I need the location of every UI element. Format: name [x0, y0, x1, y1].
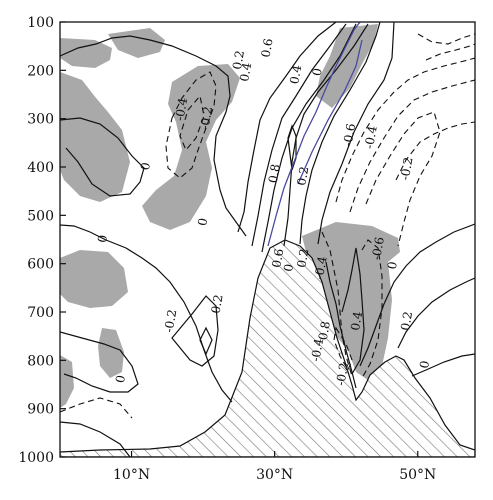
y-tick-label: 1000 [18, 450, 54, 466]
contour-labels: 0.20.40.60.4 0-0.4 -0.20 0.8 0.2-0.6 -0.4-0.2… [95, 37, 432, 386]
contour-label: 0 [310, 67, 325, 77]
shaded-regions [60, 24, 400, 408]
shaded-region [302, 222, 400, 380]
contour-line [60, 117, 145, 197]
contour-label: 0.8 [266, 163, 283, 184]
x-tick-label: 10°N [113, 467, 150, 483]
contour-line [317, 22, 395, 245]
contour-label: -0.2 [197, 105, 215, 130]
contour-label: -0.4 [308, 337, 326, 363]
contour-line [359, 223, 475, 367]
shaded-region [60, 250, 128, 308]
contour-line [299, 22, 381, 245]
contour-label: 0.2 [294, 248, 311, 269]
contour-label: 0.2 [209, 293, 226, 314]
y-tick-label: 400 [27, 160, 54, 176]
contour-label: 0 [113, 374, 128, 384]
contour-line [321, 231, 353, 377]
contour-label: 0 [195, 217, 210, 227]
contour-line [397, 277, 475, 349]
contour-line [283, 23, 369, 247]
contour-line [60, 35, 247, 237]
x-axis: 10°N 30°N 50°N [113, 451, 436, 483]
contour-line [60, 224, 233, 403]
contour-label: 0 [417, 359, 432, 369]
plot-frame [59, 21, 476, 458]
contour-line [171, 295, 219, 367]
contour-line [395, 121, 475, 181]
contour-line [60, 421, 131, 457]
y-tick-label: 900 [27, 402, 54, 418]
solid-contours [60, 22, 475, 457]
y-axis: 100 200 300 400 500 600 700 800 900 1000 [18, 15, 66, 466]
contour-label: -0.6 [341, 122, 359, 147]
contour-label: 0 [385, 260, 400, 270]
contour-line [287, 124, 297, 171]
y-tick-label: 500 [27, 208, 54, 224]
contour-line [341, 247, 365, 375]
contour-line [261, 23, 357, 253]
y-tick-label: 200 [27, 63, 54, 79]
contour-label: 0.2 [294, 165, 311, 186]
y-tick-label: 100 [27, 15, 54, 31]
contour-line [349, 79, 475, 213]
contour-label: 0 [138, 161, 153, 171]
shaded-region [142, 64, 240, 230]
contour-line [411, 353, 475, 377]
contour-label: 0.4 [237, 61, 254, 83]
contour-label: 0.4 [287, 64, 304, 86]
contour-label: 0 [95, 234, 110, 244]
terrain-mask [60, 239, 475, 457]
y-tick-label: 800 [27, 353, 54, 369]
contour-line [251, 23, 347, 247]
jet-axis-line [297, 39, 363, 185]
contour-label: -0.2 [333, 362, 351, 387]
contour-line [165, 71, 217, 179]
jet-axis-line [267, 22, 361, 247]
contour-line [60, 331, 139, 393]
contour-label: -0.2 [398, 156, 416, 181]
contour-line [335, 57, 475, 203]
contour-line [425, 43, 475, 61]
contour-line [361, 239, 383, 379]
contour-label: -0.4 [362, 124, 380, 150]
contour-label: 0.2 [398, 310, 415, 331]
contour-line [199, 326, 213, 356]
shaded-region [316, 24, 378, 108]
shaded-region [60, 38, 112, 68]
contour-line [325, 261, 357, 389]
contour-label: 0.8 [316, 320, 333, 341]
shaded-region [60, 355, 74, 408]
shaded-region [60, 72, 130, 202]
dashed-contours [60, 33, 475, 419]
y-tick-label: 600 [27, 257, 54, 273]
y-tick-label: 700 [27, 305, 54, 321]
contour-line [179, 94, 205, 152]
contour-label: 0.2 [230, 49, 247, 70]
contour-label: 0.4 [348, 310, 365, 332]
contour-line [417, 33, 475, 45]
shaded-region [108, 28, 165, 58]
x-tick-label: 30°N [256, 467, 293, 483]
contour-label: 0.6 [259, 37, 276, 58]
contour-line [60, 397, 133, 419]
x-tick-label: 50°N [399, 467, 436, 483]
contour-label: -0.4 [312, 255, 330, 281]
contour-label: -0.4 [172, 96, 190, 122]
contour-label: 0.6 [269, 248, 286, 269]
contour-label: 0 [281, 263, 296, 273]
contour-label: -0.2 [162, 308, 180, 333]
y-tick-label: 300 [27, 112, 54, 128]
contour-line [237, 22, 337, 233]
shaded-region [98, 328, 124, 378]
contour-label: -0.6 [369, 236, 387, 261]
